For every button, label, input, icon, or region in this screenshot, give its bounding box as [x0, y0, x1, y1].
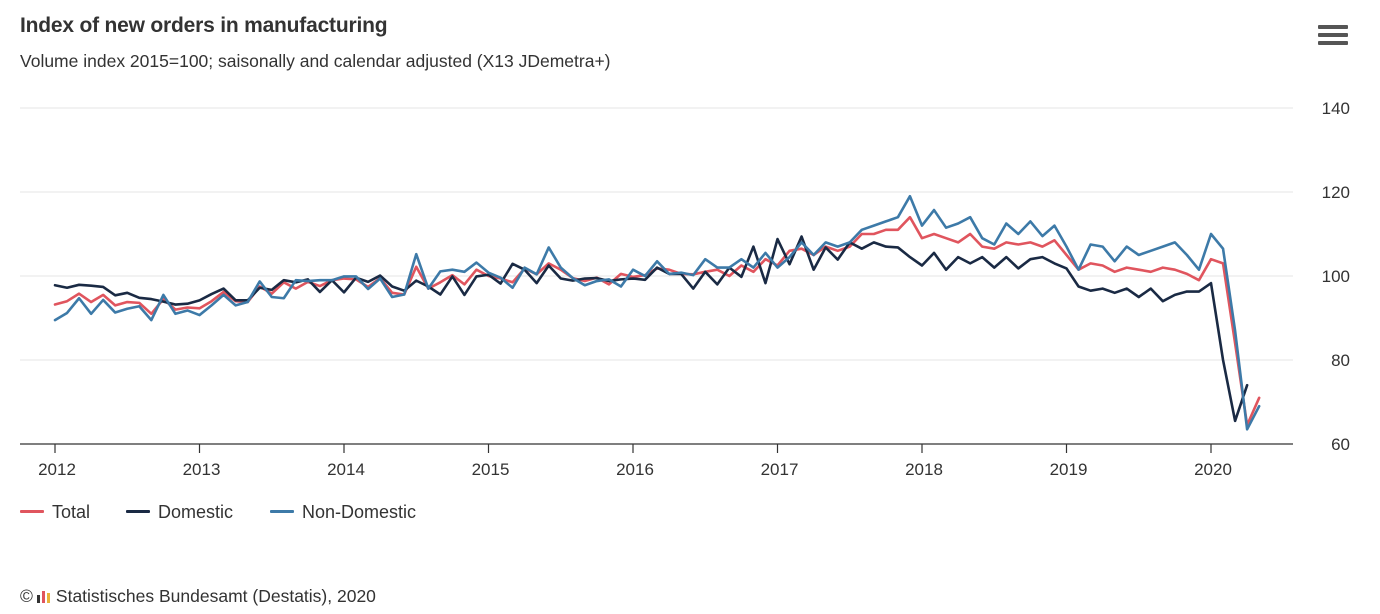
- hamburger-menu-icon[interactable]: [1318, 25, 1348, 51]
- y-tick-label: 120: [1322, 183, 1350, 202]
- x-tick-label: 2015: [472, 460, 510, 479]
- legend-swatch-non-domestic: [270, 509, 294, 513]
- destatis-logo-icon: [36, 591, 50, 603]
- legend-label-total: Total: [52, 502, 91, 522]
- credits-text: Statistisches Bundesamt (Destatis), 2020: [55, 586, 376, 606]
- x-tick-label: 2016: [616, 460, 654, 479]
- legend-swatch-total: [20, 509, 44, 513]
- menu-bar: [1318, 33, 1348, 37]
- chart-title: Index of new orders in manufacturing: [20, 14, 388, 37]
- x-tick-label: 2020: [1194, 460, 1232, 479]
- legend-item-non-domestic[interactable]: Non-Domestic: [270, 502, 416, 523]
- y-tick-label: 100: [1322, 267, 1350, 286]
- chart-subtitle: Volume index 2015=100; saisonally and ca…: [20, 51, 611, 71]
- grid-lines: [20, 107, 1293, 361]
- y-axis: 60 80 100 120 140: [1322, 99, 1350, 454]
- legend-item-domestic[interactable]: Domestic: [126, 502, 233, 523]
- y-tick-label: 140: [1322, 99, 1350, 118]
- x-axis: 2012 2013 2014 2015 2016 2017 2018 2019 2020: [20, 443, 1293, 479]
- credits[interactable]: © Statistisches Bundesamt (Destatis), 20…: [20, 586, 376, 607]
- menu-bar: [1318, 41, 1348, 45]
- legend-label-non-domestic: Non-Domestic: [302, 502, 417, 522]
- x-tick-label: 2014: [327, 460, 365, 479]
- x-tick-label: 2012: [38, 460, 76, 479]
- legend-swatch-domestic: [126, 509, 150, 513]
- series-line-total: [53, 215, 1261, 427]
- x-tick-label: 2013: [183, 460, 221, 479]
- x-tick-label: 2017: [761, 460, 799, 479]
- y-tick-label: 80: [1331, 351, 1350, 370]
- series-line-non-domestic: [53, 194, 1261, 431]
- legend-item-total[interactable]: Total: [20, 502, 90, 523]
- series-line-domestic: [53, 235, 1249, 423]
- copyright-symbol: ©: [20, 586, 33, 606]
- x-tick-label: 2018: [905, 460, 943, 479]
- series-group: [53, 194, 1261, 431]
- menu-bar: [1318, 25, 1348, 29]
- legend-label-domestic: Domestic: [158, 502, 234, 522]
- y-tick-label: 60: [1331, 435, 1350, 454]
- x-tick-label: 2019: [1050, 460, 1088, 479]
